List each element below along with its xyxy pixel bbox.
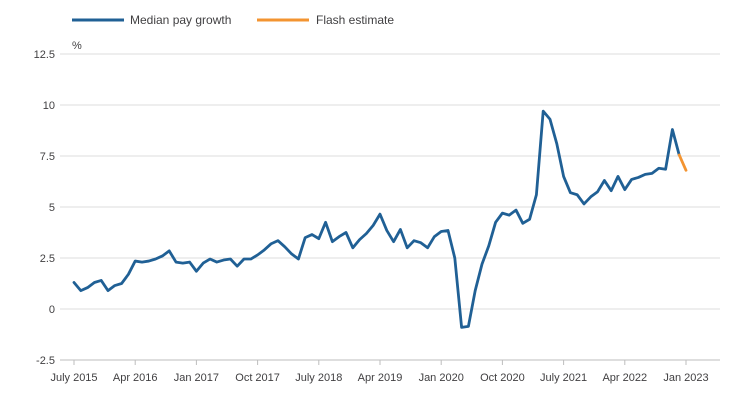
x-tick-label: Oct 2020 [480, 372, 525, 384]
y-tick-label: -2.5 [36, 355, 55, 367]
y-tick-label: 5 [49, 202, 55, 214]
y-tick-label: 12.5 [34, 49, 55, 61]
x-tick-label: Jan 2020 [419, 372, 464, 384]
y-tick-label: 7.5 [40, 151, 55, 163]
x-tick-label: July 2018 [295, 372, 342, 384]
series-line-median-pay-growth [72, 109, 681, 329]
x-tick-label: July 2021 [540, 372, 587, 384]
x-tick-label: Apr 2016 [113, 372, 158, 384]
y-tick-label: 10 [43, 100, 55, 112]
legend-label-median-pay-growth: Median pay growth [130, 13, 231, 27]
y-axis-tick-labels: 12.5 10 7.5 5 2.5 0 -2.5 [34, 49, 55, 367]
x-tick-label: Oct 2017 [235, 372, 280, 384]
x-tick-label: July 2015 [50, 372, 97, 384]
x-axis-tick-labels: July 2015 Apr 2016 Jan 2017 Oct 2017 July 20… [50, 360, 709, 384]
legend: Median pay growth Flash estimate [72, 13, 394, 27]
x-tick-label: Jan 2023 [663, 372, 708, 384]
y-axis-unit-label: % [72, 40, 82, 52]
y-tick-label: 0 [49, 304, 55, 316]
x-tick-label: Jan 2017 [174, 372, 219, 384]
series-lines [72, 109, 688, 329]
legend-label-flash-estimate: Flash estimate [316, 13, 394, 27]
y-tick-label: 2.5 [40, 253, 55, 265]
x-tick-label: Apr 2019 [358, 372, 403, 384]
x-tick-label: Apr 2022 [602, 372, 647, 384]
series-line-flash-estimate [677, 153, 688, 172]
gridlines [60, 53, 720, 361]
